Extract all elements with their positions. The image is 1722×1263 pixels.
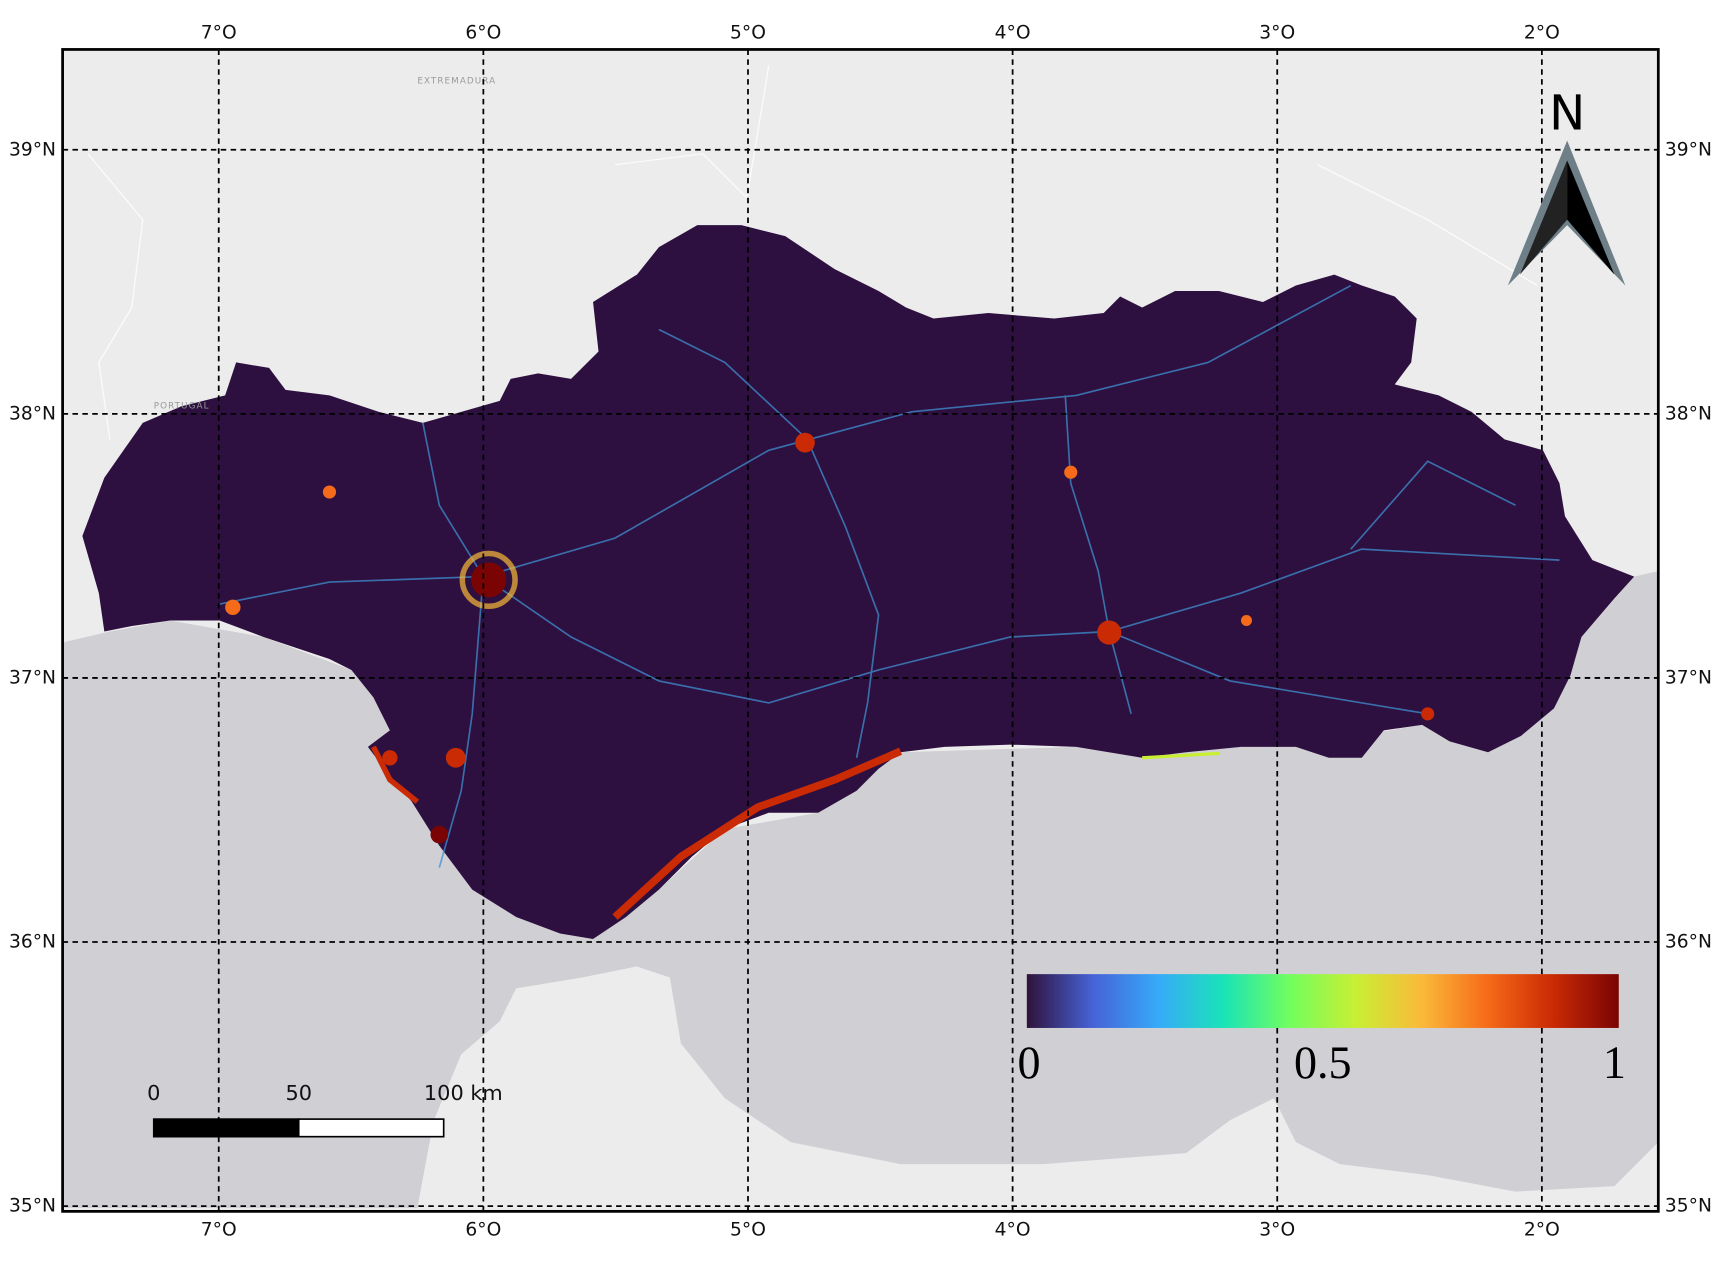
lat-tick-label: 38°N	[1665, 403, 1712, 424]
lon-tick-label: 6°O	[465, 22, 501, 43]
lon-tick-label: 5°O	[730, 1220, 766, 1241]
colorbar-label: 0	[1017, 1037, 1040, 1088]
scale-segment	[152, 1118, 300, 1138]
scale-label: 0	[147, 1081, 160, 1105]
lat-tick-label: 35°N	[9, 1196, 56, 1217]
region-raster	[82, 225, 1635, 940]
lon-tick-label: 4°O	[995, 1220, 1031, 1241]
north-label: N	[1549, 85, 1585, 141]
lat-tick-label: 37°N	[9, 667, 56, 688]
north-arrow: N	[1507, 85, 1626, 286]
lat-tick-label: 35°N	[1665, 1196, 1712, 1217]
colorbar: 0 0.5 1	[1017, 974, 1626, 1088]
lon-tick-label: 5°O	[730, 22, 766, 43]
lat-tick-label: 36°N	[9, 932, 56, 953]
map-frame	[61, 48, 1660, 1213]
lat-tick-label: 38°N	[9, 403, 56, 424]
lat-tick-label: 37°N	[1665, 667, 1712, 688]
place-label: EXTREMADURA	[417, 76, 496, 86]
lon-tick-label: 4°O	[995, 22, 1031, 43]
lon-tick-label: 2°O	[1524, 1220, 1560, 1241]
lon-tick-label: 6°O	[465, 1220, 501, 1241]
graticule: 7°O 7°O 6°O 6°O 5°O 5°O 4°O 4°O 3°O 3°O 2°O 2°O 39°N…	[9, 22, 1712, 1240]
colorbar-label: 1	[1603, 1037, 1626, 1088]
lon-tick-label: 7°O	[201, 1220, 237, 1241]
scale-label: 100 km	[424, 1081, 503, 1105]
lon-tick-label: 3°O	[1259, 1220, 1295, 1241]
lat-tick-label: 36°N	[1665, 932, 1712, 953]
lat-tick-label: 39°N	[9, 139, 56, 160]
scale-segment	[297, 1118, 445, 1138]
scale-bar: 0 50 100 km	[147, 1081, 503, 1138]
colorbar-label: 0.5	[1294, 1037, 1352, 1088]
place-label: PORTUGAL	[154, 402, 210, 412]
lon-tick-label: 2°O	[1524, 22, 1560, 43]
road-network	[219, 284, 1560, 868]
lon-tick-label: 3°O	[1259, 22, 1295, 43]
borders	[87, 65, 1538, 440]
lat-tick-label: 39°N	[1665, 139, 1712, 160]
sea	[62, 571, 1659, 1209]
urban-hotspots	[225, 432, 1435, 920]
colorbar-ramp	[1026, 974, 1619, 1028]
scale-label: 50	[285, 1081, 312, 1105]
lon-tick-label: 7°O	[201, 22, 237, 43]
